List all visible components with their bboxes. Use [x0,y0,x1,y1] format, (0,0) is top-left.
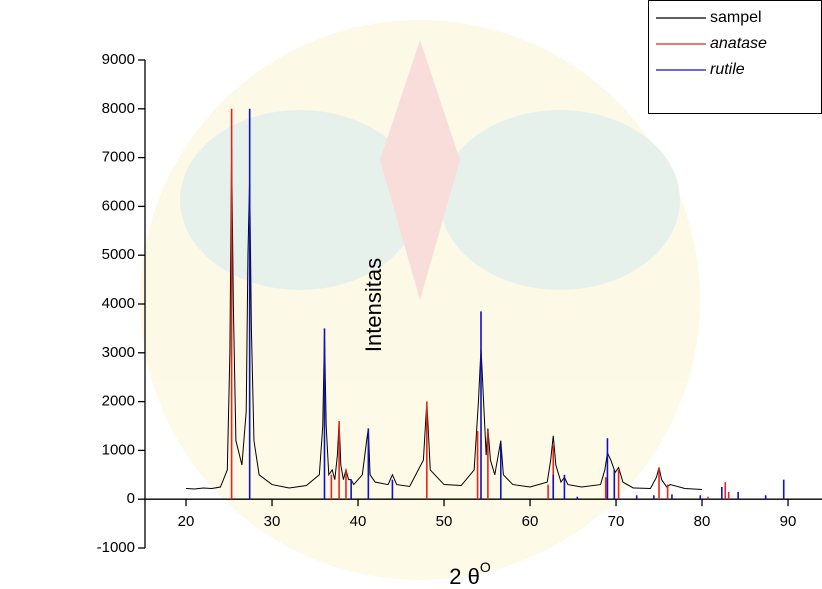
y-tick-label: 4000 [102,295,135,312]
y-tick-label: -1000 [97,539,135,556]
legend-label: sampel [710,9,762,26]
legend-label: anatase [710,35,767,52]
y-tick-label: 7000 [102,149,135,166]
x-axis-title: 2 θO [449,559,491,589]
x-tick-label: 20 [178,513,195,530]
legend: sampel anatase rutile [648,0,822,114]
y-tick-label: 6000 [102,197,135,214]
x-axis-title-main: 2 θ [449,564,480,589]
y-tick-label: 2000 [102,393,135,410]
y-tick-label: 3000 [102,344,135,361]
x-tick-label: 80 [694,513,711,530]
y-tick-label: 1000 [102,441,135,458]
y-tick-label: 9000 [102,51,135,68]
x-tick-label: 30 [264,513,281,530]
x-axis-title-sup: O [480,559,491,575]
x-tick-label: 60 [522,513,539,530]
legend-box [648,0,822,114]
y-tick-label: 0 [127,490,135,507]
x-tick-label: 50 [436,513,453,530]
y-axis-title: Intensitas [361,258,386,352]
x-tick-label: 70 [608,513,625,530]
x-tick-label: 90 [780,513,797,530]
y-tick-label: 8000 [102,100,135,117]
watermark [140,20,700,580]
pattern-line [185,147,703,490]
y-tick-label: 5000 [102,246,135,263]
legend-label: rutile [710,61,745,78]
x-tick-label: 40 [350,513,367,530]
